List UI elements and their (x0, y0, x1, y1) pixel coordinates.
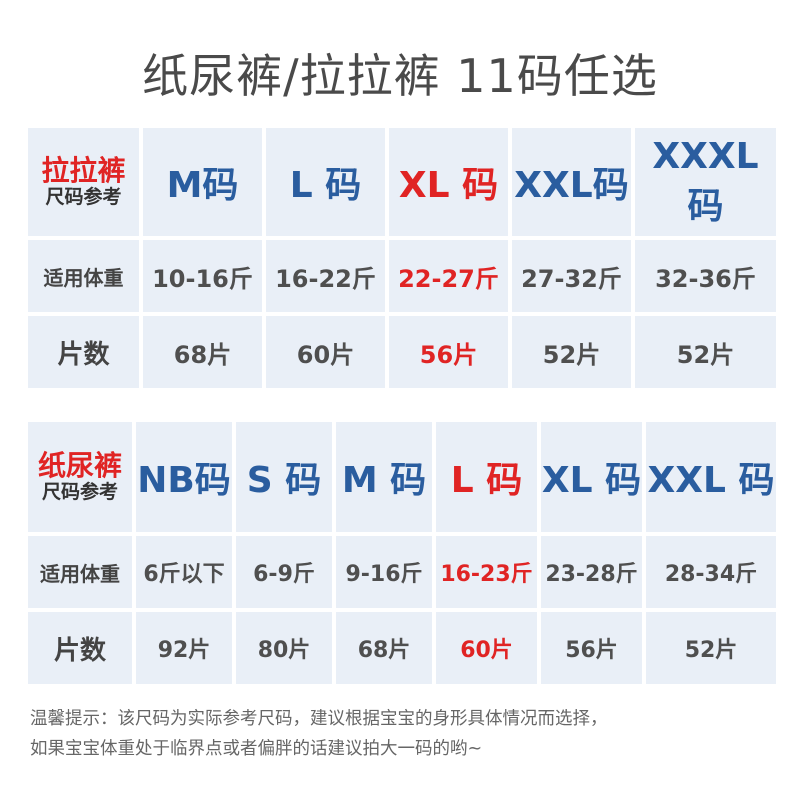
weight-row-label: 适用体重 (28, 240, 139, 312)
count-value: 60片 (436, 612, 537, 684)
count-row-label: 片数 (28, 316, 139, 388)
count-value: 52片 (646, 612, 776, 684)
size-label: M码 (166, 165, 239, 206)
size-reference-label: 尺码参考 (45, 185, 122, 208)
weight-value: 23-28斤 (541, 536, 642, 608)
product-type-label: 拉拉裤 (41, 154, 126, 188)
size-header-highlighted: L 码 (436, 422, 537, 532)
weight-row-label: 适用体重 (28, 536, 132, 608)
count-value: 92片 (136, 612, 232, 684)
weight-value: 32-36斤 (635, 240, 776, 312)
size-header: M 码 (336, 422, 432, 532)
tips-line-1: 温馨提示：该尺码为实际参考尺码，建议根据宝宝的身形具体情况而选择， (30, 709, 608, 729)
size-label: L 码 (289, 165, 362, 206)
size-label: M 码 (341, 460, 427, 501)
weight-value: 6斤以下 (136, 536, 232, 608)
count-value: 56片 (541, 612, 642, 684)
size-header-highlighted: XL 码 (389, 128, 508, 236)
size-header: M码 (143, 128, 262, 236)
size-header: XXXL码 (635, 128, 776, 236)
weight-value: 6-9斤 (236, 536, 332, 608)
size-label: XXL码 (514, 165, 629, 206)
size-label: L 码 (450, 460, 523, 501)
weight-value: 10-16斤 (143, 240, 262, 312)
size-label: NB码 (137, 460, 231, 501)
size-label: XL 码 (541, 460, 642, 501)
weight-value: 16-23斤 (436, 536, 537, 608)
table-corner: 拉拉裤 尺码参考 (28, 128, 139, 236)
size-header: XL 码 (541, 422, 642, 532)
size-header: NB码 (136, 422, 232, 532)
size-header: S 码 (236, 422, 332, 532)
count-value: 56片 (389, 316, 508, 388)
size-label: XXXL码 (652, 135, 759, 227)
size-label: XL 码 (398, 165, 499, 206)
count-value: 52片 (512, 316, 631, 388)
pull-up-size-table: 拉拉裤 尺码参考 M码 L 码 XL 码 XXL码 XXXL码 适用体重 10-… (28, 128, 776, 388)
count-value: 80片 (236, 612, 332, 684)
tips-line-2: 如果宝宝体重处于临界点或者偏胖的话建议拍大一码的哟~ (30, 739, 483, 759)
table-corner: 纸尿裤 尺码参考 (28, 422, 132, 532)
weight-value: 16-22斤 (266, 240, 385, 312)
weight-value: 28-34斤 (646, 536, 776, 608)
size-header: L 码 (266, 128, 385, 236)
weight-value: 9-16斤 (336, 536, 432, 608)
weight-value: 27-32斤 (512, 240, 631, 312)
count-value: 60片 (266, 316, 385, 388)
count-value: 52片 (635, 316, 776, 388)
product-type-label: 纸尿裤 (37, 449, 122, 483)
size-reference-label: 尺码参考 (41, 480, 118, 503)
page-title: 纸尿裤/拉拉裤 11码任选 (142, 49, 658, 103)
count-row-label: 片数 (28, 612, 132, 684)
size-label: S 码 (246, 460, 322, 501)
count-value: 68片 (143, 316, 262, 388)
diaper-size-table: 纸尿裤 尺码参考 NB码 S 码 M 码 L 码 XL 码 XXL 码 适用体重… (28, 422, 776, 684)
size-header: XXL 码 (646, 422, 776, 532)
size-header: XXL码 (512, 128, 631, 236)
size-label: XXL 码 (647, 460, 775, 501)
count-value: 68片 (336, 612, 432, 684)
weight-value: 22-27斤 (389, 240, 508, 312)
tips-note: 温馨提示：该尺码为实际参考尺码，建议根据宝宝的身形具体情况而选择， 如果宝宝体重… (30, 704, 774, 764)
